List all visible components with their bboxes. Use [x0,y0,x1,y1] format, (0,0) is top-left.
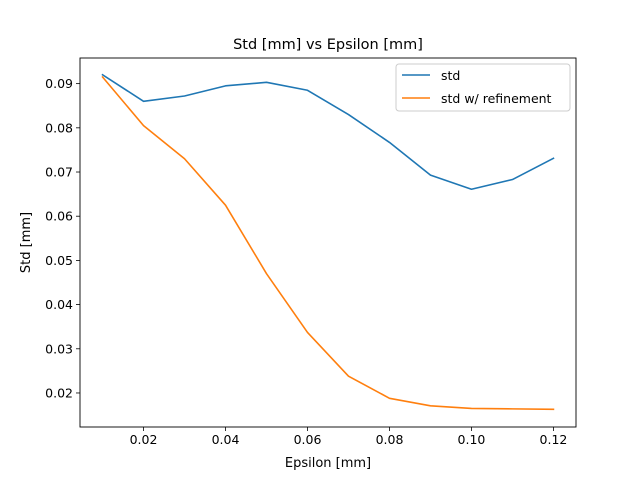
y-tick-label: 0.04 [45,297,73,312]
chart-title: Std [mm] vs Epsilon [mm] [233,37,423,53]
y-tick-label: 0.02 [45,385,73,400]
x-axis-ticks: 0.02 0.04 0.06 0.08 0.10 0.12 [130,427,568,447]
y-tick-label: 0.05 [45,253,73,268]
legend: std std w/ refinement [395,63,571,112]
legend-label-std: std [441,68,460,83]
plot-area: 0.02 0.04 0.06 0.08 0.10 0.12 0.020.030.040.0… [45,57,577,447]
y-tick-label: 0.08 [45,120,73,135]
x-tick-label: 0.02 [130,432,158,447]
x-tick-label: 0.12 [540,432,568,447]
y-tick-label: 0.07 [45,165,73,180]
y-tick-label: 0.03 [45,341,73,356]
x-axis-label: Epsilon [mm] [285,456,371,471]
x-tick-label: 0.10 [458,432,486,447]
y-tick-label: 0.09 [45,76,73,91]
x-tick-label: 0.08 [376,432,404,447]
axes-frame [79,57,577,428]
legend-label-std-refinement: std w/ refinement [441,91,552,106]
series-line-std-refinement [101,75,555,411]
y-tick-label: 0.06 [45,209,73,224]
series-line-std [101,73,555,191]
x-tick-label: 0.04 [212,432,240,447]
legend-box [395,63,571,112]
y-axis-label: Std [mm] [19,212,34,273]
series-lines [101,73,555,411]
x-tick-label: 0.06 [294,432,322,447]
y-axis-ticks: 0.02 0.03 0.04 0.05 0.06 0.07 0.08 0.09 [45,76,80,400]
